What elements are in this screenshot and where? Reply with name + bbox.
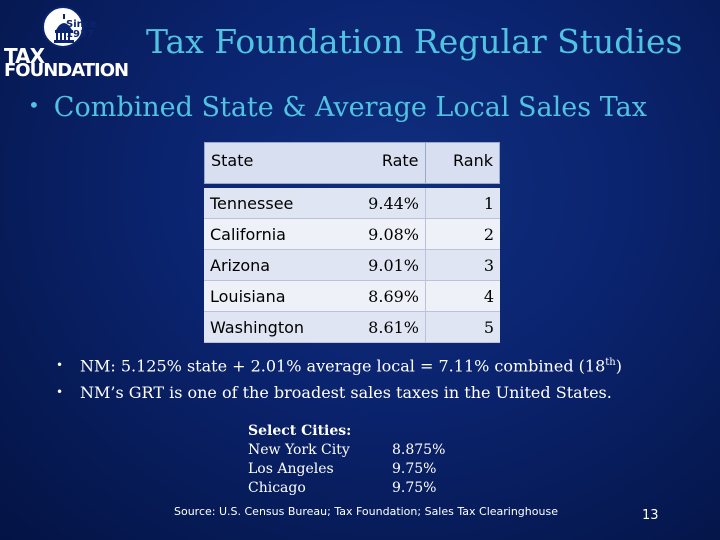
cell-rate: 9.44% (336, 188, 426, 218)
cell-state: Arizona (210, 255, 271, 275)
source-note: Source: U.S. Census Bureau; Tax Foundati… (174, 505, 558, 518)
table-row: Arizona 9.01% 3 (204, 250, 500, 281)
city-name: Chicago (248, 480, 306, 496)
note1-superscript: th (605, 357, 616, 368)
note-item: • NM: 5.125% state + 2.01% average local … (56, 350, 716, 380)
note2-text: NM’s GRT is one of the broadest sales ta… (80, 383, 612, 403)
header-state: State (211, 151, 254, 170)
slide-subtitle: • Combined State & Average Local Sales Ta… (28, 92, 708, 123)
city-rate: 8.875% (392, 442, 446, 458)
cell-state: Louisiana (210, 286, 286, 306)
cell-rate: 9.01% (336, 250, 426, 280)
cell-rank: 5 (483, 317, 494, 337)
cell-state: Tennessee (210, 193, 294, 213)
slide-title: Tax Foundation Regular Studies (146, 22, 683, 61)
cell-state: Washington (210, 317, 305, 337)
table-row: California 9.08% 2 (204, 219, 500, 250)
capitol-dome-icon (54, 14, 74, 43)
bullet-icon: • (28, 93, 40, 117)
logo-word-tax: TAX (4, 44, 45, 68)
bullet-icon: • (56, 385, 64, 400)
logo-since: Since 1937 (66, 20, 96, 40)
note1-end: ) (615, 356, 622, 376)
cell-rank: 1 (483, 193, 494, 213)
cell-rate: 9.08% (336, 219, 426, 249)
tax-foundation-logo: Since 1937 TAX FOUNDATION (4, 6, 139, 81)
city-name: New York City (248, 442, 350, 458)
cell-state: California (210, 224, 286, 244)
table-header: State Rate Rank (204, 142, 500, 184)
bullet-icon: • (56, 358, 64, 373)
cities-heading: Select Cities: (248, 423, 352, 439)
cell-rate: 8.69% (336, 281, 426, 311)
city-rate: 9.75% (392, 461, 437, 477)
city-rate: 9.75% (392, 480, 437, 496)
cell-rank: 3 (483, 255, 494, 275)
notes-list: • NM: 5.125% state + 2.01% average local … (56, 350, 716, 407)
logo-since-year: 1937 (66, 29, 94, 40)
cell-rank: 4 (483, 286, 494, 306)
cell-rank: 2 (483, 224, 494, 244)
table-row: Tennessee 9.44% 1 (204, 188, 500, 219)
table-row: Washington 8.61% 5 (204, 312, 500, 343)
note-item: • NM’s GRT is one of the broadest sales t… (56, 380, 716, 407)
logo-since-label: Since (66, 19, 97, 30)
city-names: Select Cities: New York City Los Angeles… (248, 422, 388, 498)
header-rank: Rank (453, 151, 494, 170)
capitol-seal-icon (42, 6, 84, 48)
sales-tax-table: State Rate Rank Tennessee 9.44% 1 Califo… (204, 142, 500, 343)
page-number: 13 (642, 508, 659, 523)
cell-rate: 8.61% (336, 312, 426, 342)
subtitle-text: Combined State & Average Local Sales Tax (53, 92, 647, 123)
city-rates: 8.875% 9.75% 9.75% (392, 441, 472, 498)
table-row: Louisiana 8.69% 4 (204, 281, 500, 312)
note1-text: NM: 5.125% state + 2.01% average local =… (80, 356, 606, 376)
logo-word-foundation: FOUNDATION (4, 60, 129, 81)
header-rate: Rate (336, 143, 426, 183)
city-name: Los Angeles (248, 461, 334, 477)
